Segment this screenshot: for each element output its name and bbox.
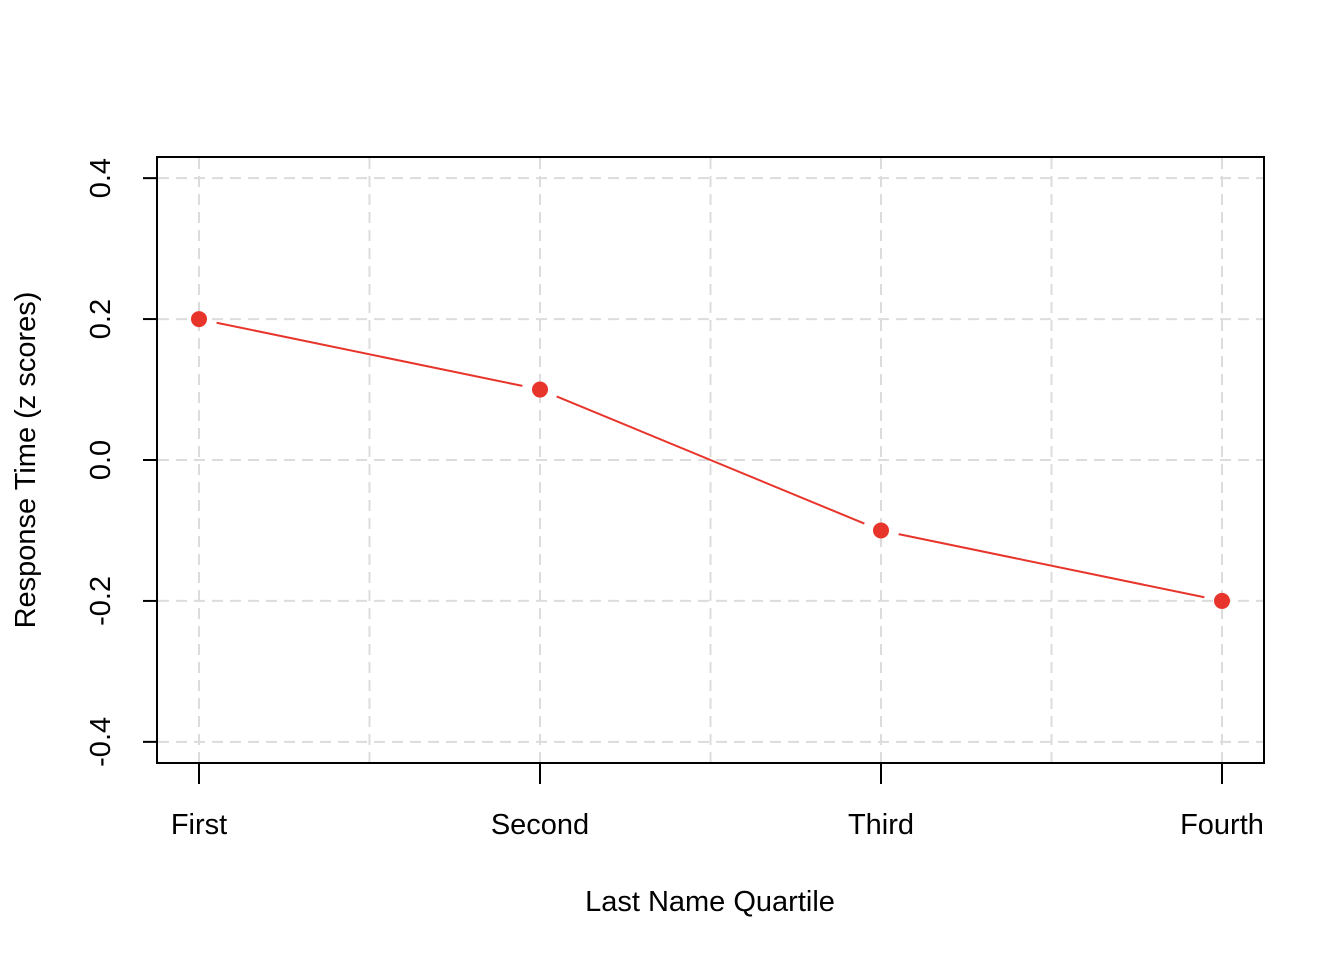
x-axis-title: Last Name Quartile (585, 886, 835, 918)
data-point (873, 522, 889, 539)
y-tick-label: -0.4 (85, 717, 117, 767)
x-tick-label: Fourth (1180, 809, 1264, 841)
x-tick-label: Third (848, 809, 914, 841)
data-point (1214, 592, 1230, 609)
data-point (532, 381, 548, 398)
series-line (216, 321, 1205, 599)
grid (158, 158, 1263, 762)
data-point (191, 311, 207, 328)
line-segment (556, 395, 865, 525)
x-axis: First Second Third Fourth (171, 763, 1264, 841)
x-tick-label: First (171, 809, 227, 841)
y-tick-label: -0.2 (85, 576, 117, 626)
y-tick-label: 0.4 (85, 158, 117, 198)
y-tick-label: 0.0 (85, 440, 117, 480)
line-segment (216, 321, 523, 387)
y-axis-title: Response Time (z scores) (10, 292, 42, 629)
series-points (191, 311, 1230, 609)
y-tick-label: 0.2 (85, 299, 117, 339)
x-tick-label: Second (491, 809, 589, 841)
line-segment (898, 533, 1205, 599)
y-axis: -0.4 -0.2 0.0 0.2 0.4 (85, 158, 157, 767)
